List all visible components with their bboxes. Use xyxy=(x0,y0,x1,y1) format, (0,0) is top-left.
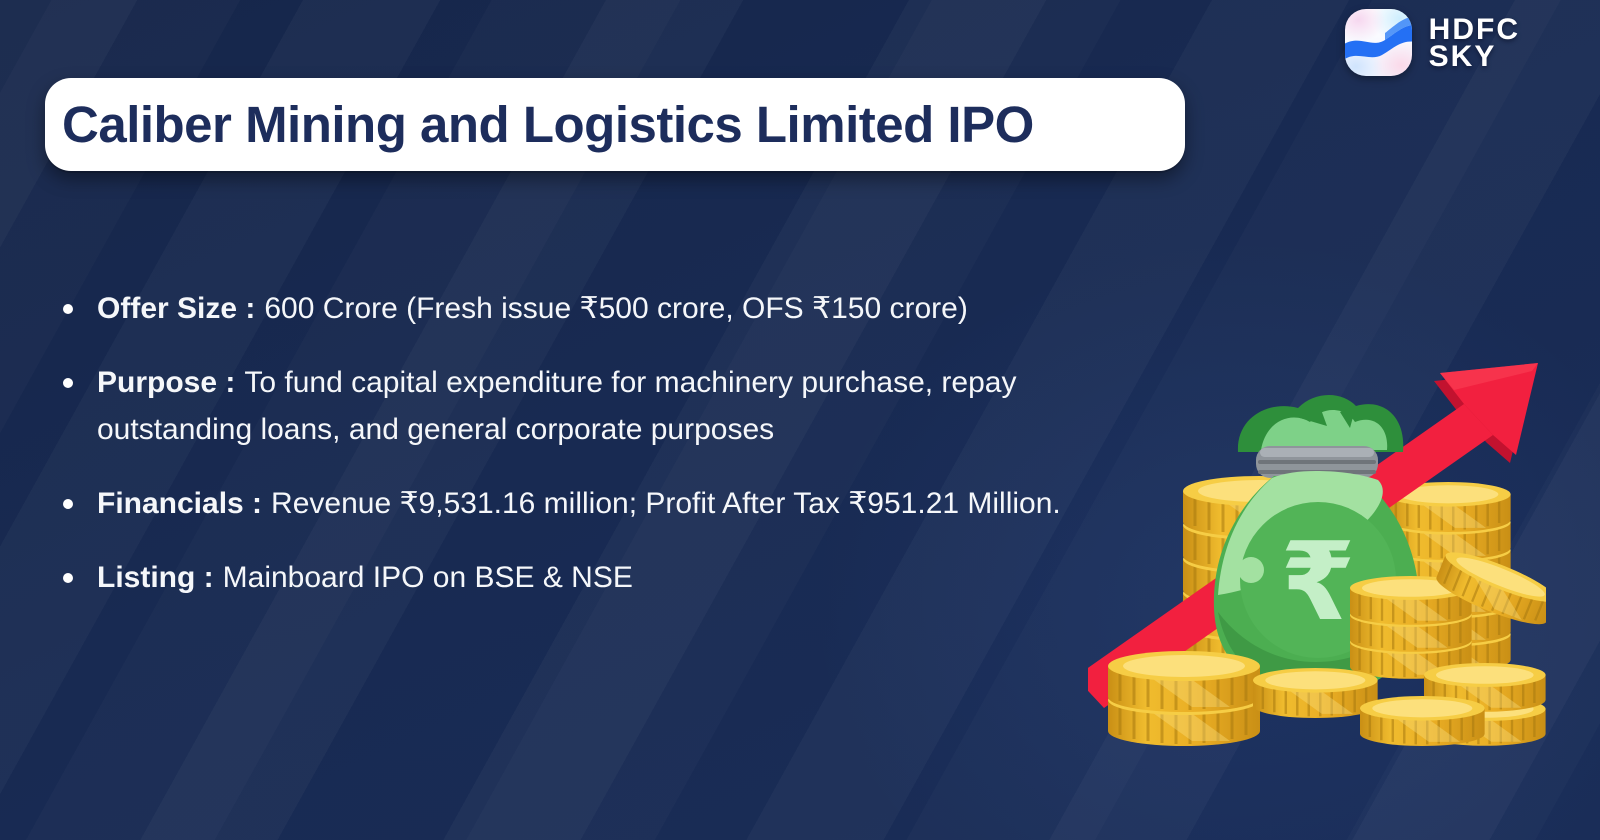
bullet-dot xyxy=(63,573,73,583)
bullet-list: Offer Size :600 Crore (Fresh issue ₹500 … xyxy=(60,285,1085,628)
brand-name-line2: SKY xyxy=(1428,39,1497,73)
bullet-text: To fund capital expenditure for machiner… xyxy=(97,366,1017,446)
bullet-dot xyxy=(63,378,73,388)
title-box: Caliber Mining and Logistics Limited IPO xyxy=(45,78,1185,171)
coin-front-most xyxy=(1358,694,1486,748)
bullet-label: Financials : xyxy=(97,487,263,520)
bullet-item-offer-size: Offer Size :600 Crore (Fresh issue ₹500 … xyxy=(60,285,1085,332)
bullet-item-purpose: Purpose : To fund capital expenditure for… xyxy=(60,359,1085,453)
bullet-dot xyxy=(63,499,73,509)
bullet-text: Mainboard IPO on BSE & NSE xyxy=(222,561,633,594)
bullet-label: Listing : xyxy=(97,561,214,594)
hdfc-sky-logo-icon xyxy=(1344,9,1412,76)
bullet-item-financials: Financials : Revenue ₹9,531.16 million; P… xyxy=(60,480,1085,527)
ipo-growth-illustration: ₹ xyxy=(1088,348,1546,748)
bullet-dot xyxy=(63,304,73,314)
bullet-label: Purpose : xyxy=(97,366,236,399)
coin-bottom-center xyxy=(1251,666,1379,720)
bullet-text: Revenue ₹9,531.16 million; Profit After … xyxy=(271,487,1061,520)
brand-logo: HDFC SKY xyxy=(1344,9,1520,76)
bullet-text: 600 Crore (Fresh issue ₹500 crore, OFS ₹… xyxy=(264,292,968,325)
brand-name-line1: HDFC xyxy=(1428,12,1520,46)
bullet-item-listing: Listing : Mainboard IPO on BSE & NSE xyxy=(60,554,1085,601)
brand-name: HDFC SKY xyxy=(1428,12,1520,73)
page-title: Caliber Mining and Logistics Limited IPO xyxy=(62,96,1034,153)
bullet-label: Offer Size : xyxy=(97,292,256,325)
coin-stack-bottom-left xyxy=(1106,649,1262,748)
rupee-symbol: ₹ xyxy=(1280,520,1355,645)
